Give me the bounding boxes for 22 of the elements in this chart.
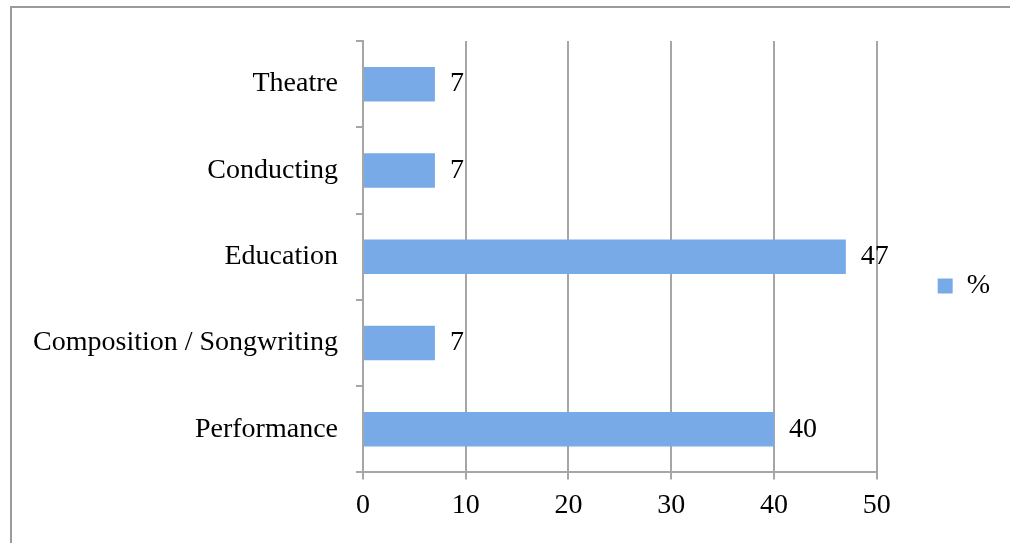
data-label: 7 — [449, 152, 464, 184]
bar — [364, 153, 435, 188]
y-tick-label: Conducting — [207, 152, 338, 184]
data-label: 7 — [449, 325, 464, 357]
x-tick-label: 10 — [451, 487, 480, 519]
y-tick-label: Education — [224, 239, 338, 271]
y-tick-label: Performance — [194, 411, 338, 443]
data-label: 40 — [788, 411, 817, 443]
x-tick-label: 0 — [356, 487, 370, 519]
x-tick-label: 30 — [657, 487, 686, 519]
data-label: 7 — [449, 66, 464, 98]
bar — [364, 325, 435, 361]
y-tick-label: Composition / Songwriting — [33, 325, 338, 357]
legend-label: % — [966, 268, 990, 300]
x-tick-label: 50 — [862, 487, 891, 519]
bar — [364, 239, 846, 274]
x-tick-label: 20 — [554, 487, 583, 519]
y-tick-label: Theatre — [252, 66, 338, 98]
bar — [364, 412, 774, 447]
data-label: 47 — [860, 239, 889, 271]
bar — [364, 66, 435, 102]
x-tick-label: 40 — [759, 487, 788, 519]
